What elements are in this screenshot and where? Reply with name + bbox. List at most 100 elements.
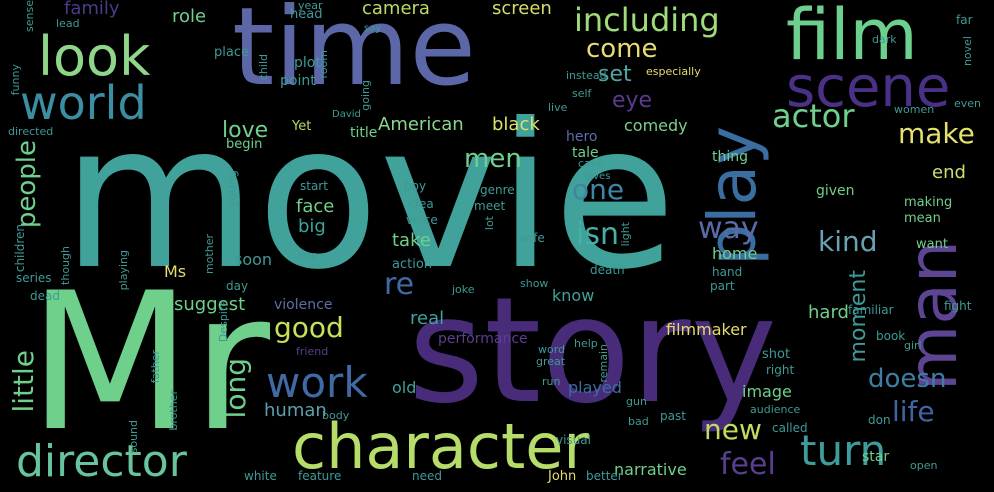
word-tale: tale — [572, 145, 599, 161]
word-set: set — [598, 62, 632, 87]
word-friend: friend — [296, 345, 329, 358]
word-children: children — [13, 224, 27, 273]
word-long: long — [219, 358, 252, 419]
word-suggest: suggest — [174, 294, 246, 315]
word-image: image — [742, 382, 792, 401]
word-self: self — [572, 87, 592, 100]
word-light: light — [619, 222, 632, 247]
word-make: make — [898, 117, 975, 150]
word-gun: gun — [626, 395, 647, 408]
word-going: going — [359, 80, 372, 111]
word-played: played — [568, 378, 622, 397]
word-open: open — [910, 459, 938, 472]
word-work: work — [266, 358, 368, 407]
word-take: take — [392, 230, 431, 251]
word-filmmaker: filmmaker — [666, 320, 747, 339]
word-love: love — [222, 118, 269, 143]
word-screen: screen — [492, 0, 552, 19]
word-though: though — [59, 246, 72, 285]
word-familiar: familiar — [848, 303, 894, 317]
word-including: including — [574, 1, 720, 39]
word-camera: camera — [362, 0, 430, 19]
word-yet: Yet — [292, 119, 312, 134]
word-role: role — [172, 6, 207, 27]
word-ms: Ms — [164, 262, 187, 281]
word-human: human — [264, 400, 327, 421]
word-action: action — [392, 257, 433, 272]
word-body: body — [322, 409, 350, 422]
word-look: look — [38, 25, 151, 88]
word-dark: dark — [872, 33, 897, 46]
word-even: even — [954, 97, 982, 110]
word-word: word — [538, 343, 566, 356]
word-hero: hero — [566, 129, 598, 145]
word-voice: voice — [406, 213, 438, 227]
word-title: title — [350, 125, 378, 141]
word-line: line — [298, 249, 318, 262]
word-feel: feel — [720, 447, 776, 482]
word-doesn: doesn — [868, 364, 947, 394]
word-gives: gives — [584, 171, 611, 182]
word-face: face — [296, 196, 335, 217]
word-big: big — [298, 216, 326, 237]
word-isn: isn — [576, 217, 619, 252]
word-making: making — [904, 195, 953, 210]
word-women: women — [894, 103, 935, 116]
word-film: film — [786, 0, 918, 76]
word-help: help — [574, 337, 598, 350]
word-feature: feature — [298, 469, 342, 483]
word-start: start — [300, 179, 328, 193]
word-despite: Despite — [217, 300, 230, 343]
word-girl: girl — [904, 339, 922, 352]
word-especially: especially — [646, 65, 701, 78]
word-mother: mother — [203, 234, 216, 275]
word-know: know — [552, 286, 595, 305]
word-violence: violence — [274, 297, 333, 313]
word-comedy: comedy — [624, 116, 688, 135]
word-funny: funny — [9, 64, 22, 96]
word-one: one — [572, 173, 625, 206]
word-lead: lead — [56, 17, 80, 30]
word-scene: scene — [786, 55, 951, 120]
word-sound: sound — [127, 420, 140, 454]
word-sense: sense — [23, 0, 36, 32]
word-say: say — [364, 23, 382, 34]
word-come: come — [586, 34, 658, 64]
word-soon: soon — [234, 250, 273, 269]
word-directed: directed — [8, 125, 54, 138]
word-playing: playing — [117, 250, 130, 291]
word-eye: eye — [612, 88, 653, 113]
word-white: white — [244, 469, 277, 483]
word-hard: hard — [808, 302, 849, 323]
word-wife: wife — [520, 231, 545, 245]
word-great: great — [536, 355, 566, 368]
word-end: end — [932, 162, 966, 183]
word-day: day — [226, 279, 249, 293]
word-child: child — [257, 54, 270, 81]
word-remain: remain — [597, 344, 610, 383]
word-meet: meet — [474, 199, 506, 213]
word-father: father — [149, 350, 162, 384]
word-kind: kind — [818, 225, 878, 258]
word-head: head — [290, 7, 323, 22]
word-david: David — [332, 109, 361, 120]
word-joke: joke — [452, 283, 475, 296]
word-given: given — [816, 183, 855, 199]
word-shot: shot — [762, 347, 791, 362]
word-time: time — [232, 0, 477, 110]
word-old: old — [392, 378, 417, 397]
word-movie: movie — [62, 81, 677, 314]
word-genre: genre — [480, 183, 515, 197]
word-narrative: narrative — [614, 460, 687, 479]
word-mean: mean — [904, 211, 941, 226]
word-boy: boy — [404, 179, 427, 193]
word-turn: turn — [800, 426, 887, 475]
word-book: book — [876, 329, 906, 343]
word-visual: visual — [556, 433, 591, 447]
word-case: case — [578, 157, 604, 170]
word-good: good — [274, 311, 344, 344]
word-death: death — [590, 263, 625, 277]
word-show: show — [520, 277, 549, 290]
word-called: called — [772, 421, 808, 435]
word-way: way — [698, 211, 759, 246]
